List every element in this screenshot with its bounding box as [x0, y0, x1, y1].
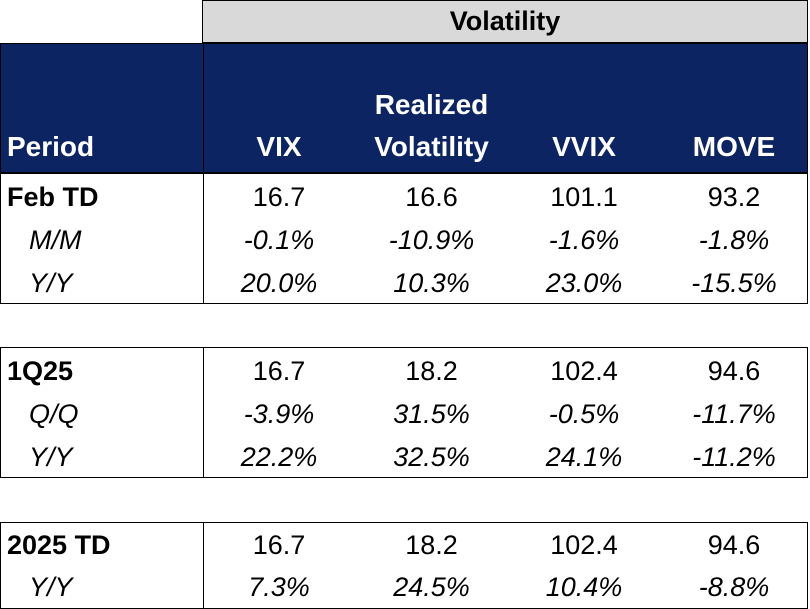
- table-row: Q/Q -3.9% 31.5% -0.5% -11.7%: [1, 392, 807, 436]
- block-divider: [203, 174, 204, 303]
- vvix-cell: 102.4: [550, 356, 618, 386]
- vvix-cell: 23.0%: [545, 268, 623, 298]
- realized-cell: 24.5%: [393, 572, 470, 602]
- row-label: 1Q25: [7, 356, 74, 386]
- move-cell: -11.7%: [692, 399, 776, 429]
- realized-header-line2: Volatility: [374, 131, 489, 162]
- row-label: Feb TD: [7, 182, 99, 212]
- table-row: Y/Y 20.0% 10.3% 23.0% -15.5%: [1, 261, 807, 305]
- realized-cell: 18.2: [405, 530, 458, 560]
- row-label: Y/Y: [29, 268, 73, 298]
- table-row: 2025 TD 16.7 18.2 102.4 94.6: [1, 523, 807, 567]
- move-cell: 93.2: [707, 182, 761, 212]
- realized-cell: 31.5%: [393, 399, 470, 429]
- table-row: 1Q25 16.7 18.2 102.4 94.6: [1, 349, 807, 393]
- vix-cell: 20.0%: [240, 268, 318, 298]
- block-divider: [203, 523, 204, 608]
- vix-cell: -0.1%: [243, 225, 315, 255]
- table-row: Y/Y 7.3% 24.5% 10.4% -8.8%: [1, 565, 807, 609]
- vvix-cell: 102.4: [550, 530, 618, 560]
- 2025-td-block: 2025 TD 16.7 18.2 102.4 94.6 Y/Y 7.3% 24…: [0, 522, 808, 609]
- table-row: M/M -0.1% -10.9% -1.6% -1.8%: [1, 218, 807, 262]
- vvix-cell: -1.6%: [548, 225, 620, 255]
- move-cell: -11.2%: [692, 442, 776, 472]
- move-cell: 94.6: [707, 530, 761, 560]
- 1q25-block: 1Q25 16.7 18.2 102.4 94.6 Q/Q -3.9% 31.5…: [0, 347, 808, 478]
- vvix-header: VVIX: [552, 131, 616, 162]
- vix-cell: 16.7: [252, 530, 306, 560]
- vvix-cell: 10.4%: [545, 572, 623, 602]
- realized-cell: 32.5%: [393, 442, 470, 472]
- vix-header: VIX: [256, 131, 302, 162]
- realized-header-line1: Realized: [374, 89, 489, 120]
- vix-cell: 22.2%: [240, 442, 318, 472]
- move-cell: -8.8%: [698, 572, 770, 602]
- table-title: Volatility: [202, 0, 808, 43]
- table-row: Y/Y 22.2% 32.5% 24.1% -11.2%: [1, 435, 807, 479]
- realized-cell: -10.9%: [388, 225, 475, 255]
- row-label: Y/Y: [29, 442, 73, 472]
- row-label: Q/Q: [29, 399, 79, 429]
- block-divider: [203, 348, 204, 477]
- move-cell: 94.6: [707, 356, 761, 386]
- realized-cell: 18.2: [405, 356, 458, 386]
- vix-cell: 7.3%: [248, 572, 310, 602]
- vvix-cell: 101.1: [550, 182, 618, 212]
- period-header: Period: [7, 131, 95, 162]
- vix-cell: 16.7: [252, 356, 306, 386]
- move-cell: -15.5%: [691, 268, 777, 298]
- vix-cell: 16.7: [252, 182, 306, 212]
- row-label: 2025 TD: [7, 530, 111, 560]
- move-header: MOVE: [692, 131, 776, 162]
- move-cell: -1.8%: [698, 225, 770, 255]
- header-divider: [203, 44, 204, 172]
- vix-cell: -3.9%: [243, 399, 315, 429]
- column-header-row: Period VIX Realized Volatility VVIX MOVE: [0, 43, 808, 173]
- table-row: Feb TD 16.7 16.6 101.1 93.2: [1, 175, 807, 219]
- feb-td-block: Feb TD 16.7 16.6 101.1 93.2 M/M -0.1% -1…: [0, 173, 808, 304]
- vvix-cell: 24.1%: [545, 442, 623, 472]
- vvix-cell: -0.5%: [548, 399, 620, 429]
- row-label: Y/Y: [29, 572, 73, 602]
- realized-cell: 16.6: [405, 182, 458, 212]
- row-label: M/M: [29, 225, 82, 255]
- realized-cell: 10.3%: [393, 268, 470, 298]
